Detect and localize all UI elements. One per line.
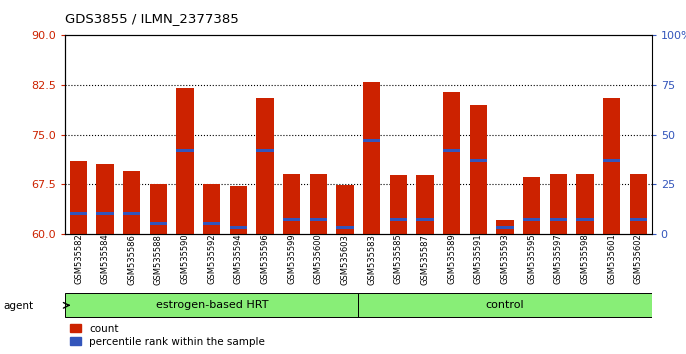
Text: GSM535584: GSM535584 [101, 234, 110, 284]
Bar [497, 221, 514, 234]
Text: GSM535596: GSM535596 [261, 234, 270, 284]
Bar [443, 92, 460, 234]
Bar [497, 226, 514, 229]
Bar [310, 218, 327, 221]
Bar [630, 218, 647, 221]
Bar [416, 176, 434, 234]
Text: GSM535588: GSM535588 [154, 234, 163, 285]
Bar [176, 149, 194, 152]
Bar [176, 88, 194, 234]
Bar [549, 218, 567, 221]
Text: GDS3855 / ILMN_2377385: GDS3855 / ILMN_2377385 [65, 12, 239, 25]
Bar [363, 82, 381, 234]
Bar [230, 186, 247, 234]
Text: GSM535591: GSM535591 [474, 234, 483, 284]
Bar [336, 226, 354, 229]
Bar [310, 174, 327, 234]
Bar [150, 184, 167, 234]
Text: GSM535594: GSM535594 [234, 234, 243, 284]
Bar [363, 139, 381, 142]
Legend: count, percentile rank within the sample: count, percentile rank within the sample [71, 324, 265, 347]
Bar [65, 293, 358, 317]
Text: GSM535586: GSM535586 [128, 234, 137, 285]
Text: GSM535602: GSM535602 [634, 234, 643, 284]
Text: GSM535598: GSM535598 [580, 234, 589, 284]
Text: GSM535582: GSM535582 [74, 234, 83, 284]
Bar [123, 171, 141, 234]
Bar [416, 218, 434, 221]
Bar [390, 176, 407, 234]
Text: control: control [486, 300, 524, 310]
Bar [390, 218, 407, 221]
Bar [523, 218, 541, 221]
Bar [97, 212, 114, 216]
Text: GSM535600: GSM535600 [314, 234, 323, 284]
Bar [603, 159, 620, 162]
Text: GSM535589: GSM535589 [447, 234, 456, 284]
Bar [470, 105, 487, 234]
Bar [203, 222, 220, 225]
Text: GSM535583: GSM535583 [367, 234, 376, 285]
Text: GSM535595: GSM535595 [528, 234, 536, 284]
Bar [230, 226, 247, 229]
Bar [336, 185, 354, 234]
Bar [257, 149, 274, 152]
Bar [630, 174, 647, 234]
Bar [70, 212, 87, 216]
Text: GSM535592: GSM535592 [207, 234, 216, 284]
Bar [358, 293, 652, 317]
Text: GSM535597: GSM535597 [554, 234, 563, 284]
Bar [470, 159, 487, 162]
Text: GSM535593: GSM535593 [501, 234, 510, 284]
Text: agent: agent [3, 301, 34, 311]
Bar [123, 212, 141, 216]
Bar [576, 174, 593, 234]
Text: GSM535601: GSM535601 [607, 234, 616, 284]
Bar [523, 177, 541, 234]
Bar [576, 218, 593, 221]
Text: GSM535603: GSM535603 [341, 234, 350, 285]
Bar [150, 222, 167, 225]
Bar [283, 174, 300, 234]
Bar [603, 98, 620, 234]
Text: GSM535587: GSM535587 [421, 234, 429, 285]
Text: estrogen-based HRT: estrogen-based HRT [156, 300, 268, 310]
Bar [203, 184, 220, 234]
Bar [70, 161, 87, 234]
Text: GSM535599: GSM535599 [287, 234, 296, 284]
Text: GSM535585: GSM535585 [394, 234, 403, 284]
Bar [443, 149, 460, 152]
Bar [257, 98, 274, 234]
Bar [97, 164, 114, 234]
Bar [283, 218, 300, 221]
Text: GSM535590: GSM535590 [180, 234, 189, 284]
Bar [549, 174, 567, 234]
